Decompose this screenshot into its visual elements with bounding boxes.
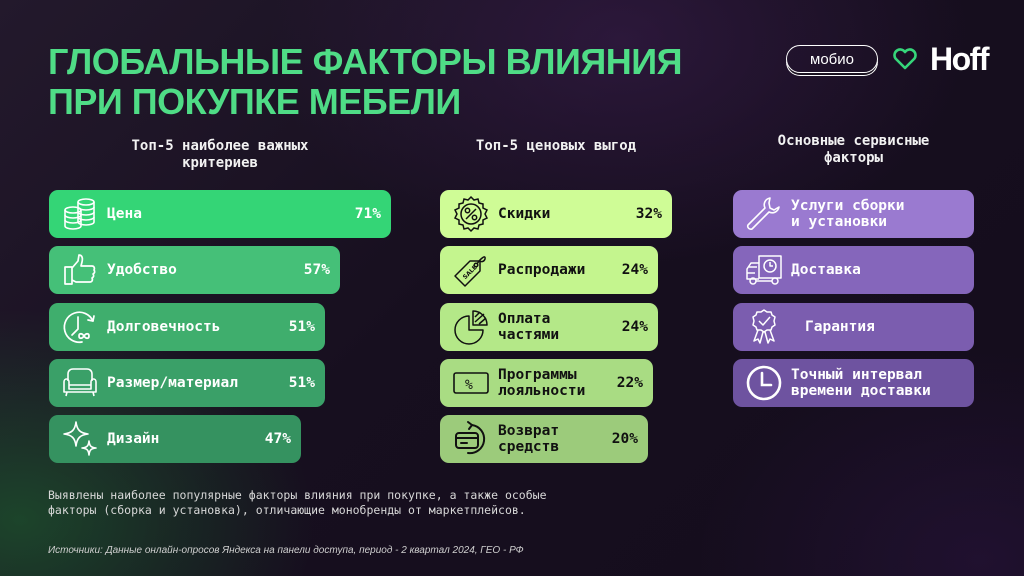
criteria-label: Цена (107, 206, 142, 222)
criteria-label: Удобство (107, 262, 177, 278)
price-value: 22% (616, 375, 643, 391)
source-note: Источники: Данные онлайн-опросов Яндекса… (48, 545, 524, 556)
service-label-line-1: Услуги сборки (791, 198, 905, 214)
footnote-line-1: Выявлены наиболее популярные факторы вли… (48, 488, 547, 502)
price-label-line-1: Возврат (498, 423, 560, 439)
logo-group: мобио Hoff (786, 41, 989, 77)
price-heading: Топ-5 ценовых выгод (440, 138, 672, 155)
price-label-line-2: лояльности (498, 383, 586, 399)
title-line-2: при покупке мебели (48, 81, 461, 122)
service-bar-delivery-interval: Точный интервал времени доставки (733, 359, 974, 407)
service-heading-line-2: факторы (823, 150, 883, 166)
price-label-line-1: Скидки (498, 206, 551, 222)
price-bar-sales: SALE Распродажи 24% (440, 246, 658, 294)
mobio-logo: мобио (786, 45, 878, 73)
price-value: 32% (635, 206, 662, 222)
coins-icon (61, 195, 99, 233)
title-line-1: Глобальные факторы влияния (48, 41, 683, 82)
criteria-bar-price: Цена 71% (49, 190, 391, 238)
price-bar-loyalty: % Программы лояльности 22% (440, 359, 653, 407)
criteria-label: Дизайн (107, 431, 160, 447)
sofa-icon (61, 364, 99, 402)
thumbs-up-icon (61, 251, 99, 289)
page-title: Глобальные факторы влияния при покупке м… (48, 41, 683, 122)
discount-badge-icon (452, 195, 490, 233)
service-bar-assembly: Услуги сборки и установки (733, 190, 974, 238)
service-label-line-1: Точный интервал (791, 367, 922, 383)
criteria-bar-convenience: Удобство 57% (49, 246, 340, 294)
service-label: Точный интервал времени доставки (791, 367, 964, 399)
footnote-line-2: факторы (сборка и установка), отличающие… (48, 503, 526, 517)
criteria-heading: Топ-5 наиболее важных критериев (49, 138, 391, 172)
criteria-label: Размер/материал (107, 375, 238, 391)
criteria-bar-durability: Долговечность 51% (49, 303, 325, 351)
award-badge-icon (745, 308, 783, 346)
price-label-line-2: частями (498, 327, 560, 343)
footnote: Выявлены наиболее популярные факторы вли… (48, 488, 547, 518)
price-value: 24% (621, 262, 648, 278)
criteria-value: 71% (354, 206, 381, 222)
criteria-value: 47% (264, 431, 291, 447)
criteria-label: Долговечность (107, 319, 221, 335)
price-value: 20% (611, 431, 638, 447)
clock-infinity-icon (61, 308, 99, 346)
price-value: 24% (621, 319, 648, 335)
price-label-line-2: средств (498, 439, 560, 455)
service-heading-line-1: Основные сервисные (777, 133, 930, 149)
service-bar-warranty: Гарантия (733, 303, 974, 351)
price-label: Оплата частями (498, 311, 618, 343)
criteria-bar-size-material: Размер/материал 51% (49, 359, 325, 407)
pie-chart-icon (452, 308, 490, 346)
criteria-heading-line-2: критериев (182, 155, 258, 171)
price-heading-line-1: Топ-5 ценовых выгод (475, 138, 637, 154)
criteria-bar-design: Дизайн 47% (49, 415, 301, 463)
heart-icon (892, 47, 918, 71)
price-label: Программы лояльности (498, 367, 613, 399)
price-label-line-1: Оплата (498, 311, 551, 327)
price-bar-refund: Возврат средств 20% (440, 415, 648, 463)
card-refund-icon (452, 420, 490, 458)
percent-card-icon: % (452, 364, 490, 402)
criteria-value: 51% (288, 375, 315, 391)
service-label: Услуги сборки и установки (791, 198, 964, 230)
service-label-line-1: Гарантия (805, 319, 875, 335)
price-label: Возврат средств (498, 423, 608, 455)
price-label: Скидки (498, 206, 632, 222)
price-label-line-1: Распродажи (498, 262, 586, 278)
delivery-truck-icon (745, 251, 783, 289)
price-label-line-1: Программы (498, 367, 577, 383)
service-label: Доставка (791, 262, 964, 278)
clock-icon (745, 364, 783, 402)
service-label-line-2: и установки (791, 214, 888, 230)
hoff-logo: Hoff (930, 41, 989, 77)
sparkles-icon (61, 420, 99, 458)
price-label: Распродажи (498, 262, 618, 278)
sale-tag-icon: SALE (452, 251, 490, 289)
criteria-heading-line-1: Топ-5 наиболее важных (131, 138, 309, 154)
criteria-value: 51% (288, 319, 315, 335)
wrench-icon (745, 195, 783, 233)
criteria-value: 57% (303, 262, 330, 278)
price-bar-installments: Оплата частями 24% (440, 303, 658, 351)
price-bar-discounts: Скидки 32% (440, 190, 672, 238)
service-heading: Основные сервисные факторы (733, 133, 974, 167)
service-label: Гарантия (805, 319, 964, 335)
service-bar-delivery: Доставка (733, 246, 974, 294)
service-label-line-1: Доставка (791, 262, 861, 278)
svg-text:%: % (465, 378, 473, 393)
service-label-line-2: времени доставки (791, 383, 931, 399)
